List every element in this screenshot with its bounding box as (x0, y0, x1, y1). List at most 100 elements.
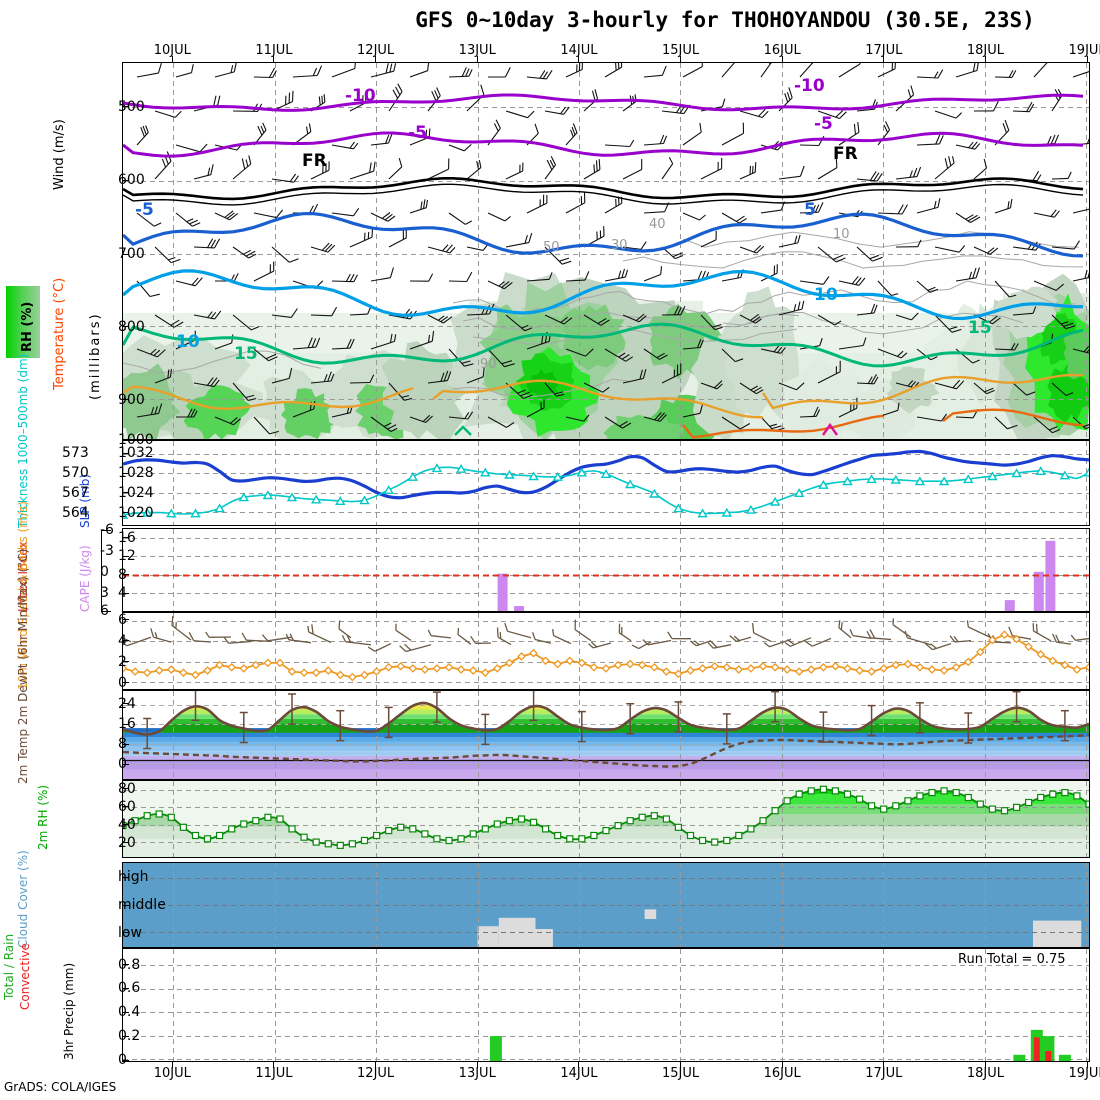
tick-mark (1086, 1062, 1088, 1068)
tick-mark (122, 619, 129, 621)
cape-bar (1033, 571, 1044, 611)
axis-label-cloud-cover: Cloud Cover (%) (16, 850, 30, 948)
tick-mark (171, 56, 173, 62)
x-axis-tick-top: 12JUL (357, 43, 395, 58)
x-axis-tick-top: 14JUL (560, 43, 598, 58)
tick-mark (122, 743, 129, 745)
tick-mark (476, 1062, 478, 1068)
tick-mark (122, 723, 129, 725)
axis-label-precip-axis: 3hr Precip (mm) (62, 962, 76, 1060)
x-axis-tick-bottom: 17JUL (865, 1066, 903, 1081)
tick-mark (680, 56, 682, 62)
tick-mark (1086, 56, 1088, 62)
cape-bar (1004, 600, 1015, 611)
contour-label: 90 (480, 357, 497, 372)
contour-label: 15 (968, 318, 992, 338)
axis-label-2m-temp-dewpt: 2m Temp 2m DewPt (6hr Min/Max) (°C) (16, 548, 30, 784)
tick-mark (122, 399, 129, 401)
contour-label: FR (302, 151, 327, 171)
tick-mark (122, 574, 129, 576)
x-axis-tick-bottom: 10JUL (153, 1066, 191, 1081)
panel-slp-thickness (122, 440, 1090, 526)
x-axis-tick-top: 16JUL (763, 43, 801, 58)
tick-mark (122, 806, 129, 808)
cloud-cell (477, 926, 499, 947)
cloud-cell (644, 909, 657, 919)
x-axis-tick-top: 10JUL (153, 43, 191, 58)
x-axis-tick-top: 13JUL (458, 43, 496, 58)
tick-mark (476, 56, 478, 62)
tick-mark (122, 788, 129, 790)
precip-convective-bar (1045, 1051, 1052, 1061)
tick-mark (781, 1062, 783, 1068)
tick-mark (122, 537, 129, 539)
precip-total-bar (1013, 1054, 1026, 1061)
tick-mark (122, 472, 129, 474)
contour-label: 40 (649, 217, 666, 232)
contour-label: 5 (804, 200, 816, 220)
panel-2m-rh (122, 780, 1090, 858)
temperature-curve (123, 701, 1089, 736)
contour-label: -10 (794, 76, 825, 96)
tick-mark (122, 439, 129, 441)
cloud-cell (1033, 920, 1082, 947)
precip-total-bar (489, 1036, 502, 1061)
dewpoint-curve (123, 733, 1089, 768)
tick-mark (122, 964, 129, 966)
x-axis-tick-top: 18JUL (966, 43, 1005, 58)
tick-mark (122, 876, 129, 878)
tick-mark (122, 326, 129, 328)
x-axis-tick-top: 19JUL (1068, 43, 1100, 58)
axis-label-rh: RH (%) (20, 301, 35, 352)
contour-label: 50 (543, 240, 560, 255)
tick-mark (122, 640, 129, 642)
axis-label-precip-total: Total / Rain (2, 933, 16, 1000)
contour-label: -5 (135, 200, 154, 220)
contour-label: -5 (814, 114, 833, 134)
tick-mark (375, 56, 377, 62)
axis-label-cape: CAPE (J/kg) (78, 545, 92, 612)
tick-mark (122, 1011, 129, 1013)
tick-mark (122, 592, 129, 594)
tick-mark (122, 1059, 129, 1061)
contour-label: 10 (814, 285, 838, 305)
tick-mark (122, 253, 129, 255)
tick-mark (781, 56, 783, 62)
tick-mark (122, 682, 129, 684)
cape-bar (1045, 540, 1056, 611)
x-axis-tick-bottom: 18JUL (966, 1066, 1005, 1081)
panel-precip (122, 948, 1090, 1062)
tick-mark (680, 1062, 682, 1068)
tick-mark (122, 842, 129, 844)
precip-convective-bar (1033, 1037, 1040, 1061)
tick-mark (122, 703, 129, 705)
x-axis-tick-top: 11JUL (255, 43, 293, 58)
x-axis-tick-bottom: 11JUL (255, 1066, 293, 1081)
x-axis-tick-bottom: 15JUL (661, 1066, 700, 1081)
axis-label-pressure: (millibars) (88, 312, 103, 400)
tick-mark (984, 56, 986, 62)
tick-mark (122, 763, 129, 765)
contour-label: 30 (611, 238, 628, 253)
tick-mark (273, 56, 275, 62)
tick-mark (122, 452, 129, 454)
contour-label: 10 (176, 332, 200, 352)
axis-label-wind: Wind (m/s) (52, 119, 67, 190)
precip-total-bar (1058, 1054, 1071, 1061)
contour-label: -5 (408, 123, 427, 143)
cape-bar (497, 573, 508, 611)
x-axis-tick-top: 17JUL (865, 43, 903, 58)
x-axis-tick-top: 15JUL (661, 43, 700, 58)
tick-mark (578, 56, 580, 62)
rh-legend-swatch (6, 286, 40, 358)
axis-label-2m-rh: 2m RH (%) (36, 784, 50, 850)
panel-upper-air: -10 -10 -5 -5 FR FR -5 5 10 10 15 15 30 50 90 40 10 (122, 62, 1090, 440)
tick-mark (122, 492, 129, 494)
contour-label: -10 (345, 86, 376, 106)
axis-label-temperature: Temperature (°C) (52, 277, 67, 390)
run-total-label: Run Total = 0.75 (958, 952, 1066, 967)
tick-mark (122, 555, 129, 557)
cloud-cell (535, 929, 553, 947)
contour-label: 15 (234, 344, 258, 364)
tick-mark (578, 1062, 580, 1068)
